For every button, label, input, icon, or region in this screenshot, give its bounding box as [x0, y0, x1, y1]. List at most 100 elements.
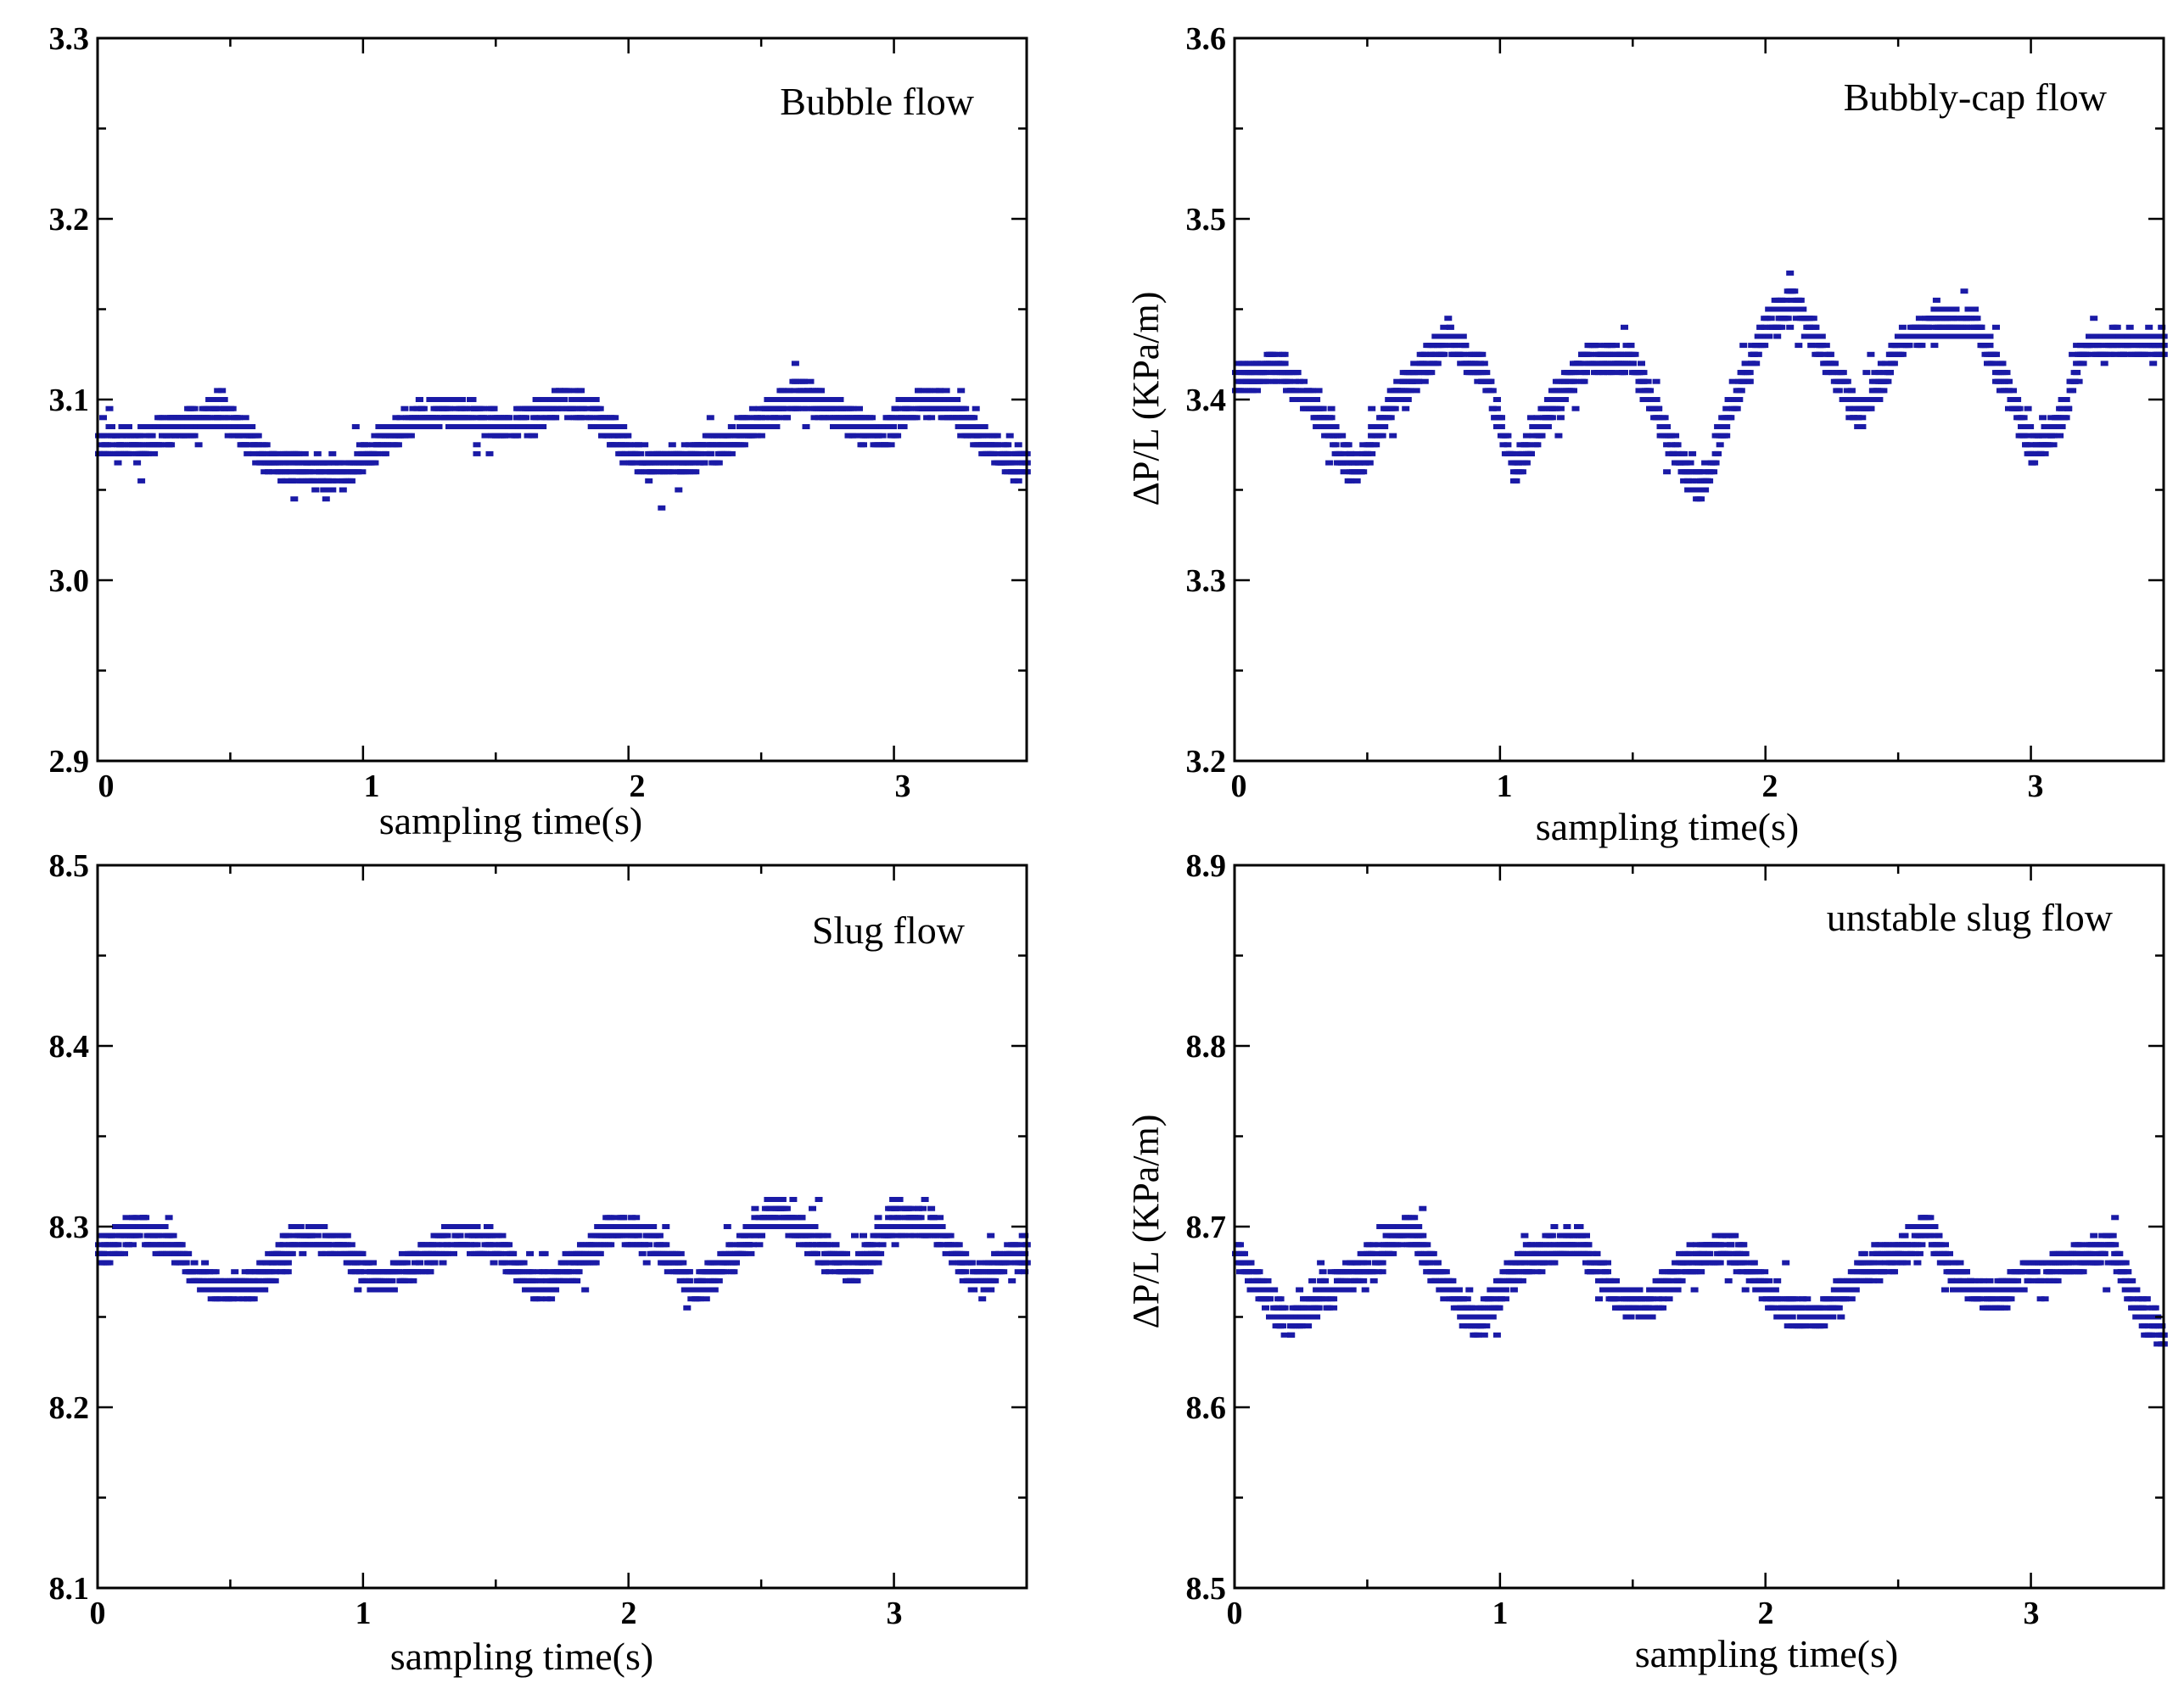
bubble-flow-data-point: [322, 496, 330, 502]
bubble-flow-data-point: [613, 442, 621, 448]
bubbly-cap-flow-data-point: [1665, 450, 1673, 456]
slug-flow-data-point: [428, 1242, 436, 1248]
bubbly-cap-flow-data-point: [2036, 450, 2045, 456]
bubble-flow-data-point: [636, 469, 645, 475]
bubble-flow-data-point: [120, 442, 128, 448]
bubble-flow-data-point: [972, 405, 980, 411]
bubbly-cap-flow-data-point: [1639, 370, 1648, 376]
bubbly-cap-flow-data-point: [2153, 333, 2162, 339]
slug-flow-data-point: [252, 1269, 260, 1275]
bubbly-cap-flow-data-point: [2136, 333, 2145, 339]
slug-flow-data-point: [687, 1296, 696, 1302]
slug-flow-data-point: [736, 1242, 744, 1248]
bubble-flow-data-point: [220, 397, 228, 402]
bubbly-cap-flow-data-point: [1433, 361, 1442, 366]
slug-flow-data-point: [772, 1197, 781, 1202]
bubbly-cap-flow-data-point: [2113, 324, 2121, 330]
bubble-flow-data-point: [496, 415, 504, 421]
bubbly-cap-flow-data-point: [1599, 370, 1607, 376]
bubble-flow-data-point: [409, 405, 417, 411]
bubbly-cap-flow-data-point: [1622, 361, 1631, 366]
bubbly-cap-flow-data-point: [1790, 288, 1799, 294]
slug-flow-data-point: [748, 1242, 757, 1248]
slug-flow-data-point: [160, 1224, 169, 1229]
bubble-flow-data-point: [744, 415, 753, 421]
slug-flow-data-point: [723, 1224, 731, 1229]
bubbly-cap-flow-data-point: [1440, 324, 1448, 330]
bubbly-cap-flow-data-point: [1992, 324, 2000, 330]
bubble-flow-y-tick-label: 3.3: [49, 21, 90, 57]
bubble-flow-data-point: [946, 405, 955, 411]
bubbly-cap-flow-data-point: [1680, 478, 1688, 484]
bubble-flow-data-point: [180, 424, 188, 429]
bubbly-cap-flow-data-point: [1492, 405, 1501, 411]
bubble-flow-data-point: [299, 478, 307, 484]
bubble-flow-data-point: [848, 405, 857, 411]
slug-flow-data-point: [190, 1260, 199, 1266]
slug-flow-data-point: [299, 1250, 307, 1256]
bubbly-cap-flow-data-point: [1822, 343, 1830, 349]
bubble-flow-data-point: [210, 424, 218, 429]
bubbly-cap-flow-data-point: [1745, 378, 1754, 384]
bubbly-cap-flow-data-point: [1580, 361, 1588, 366]
bubbly-cap-flow-data-point: [1325, 433, 1334, 439]
slug-flow-data-point: [488, 1250, 496, 1256]
slug-flow-data-point: [685, 1269, 693, 1275]
slug-flow-data-point: [843, 1250, 850, 1256]
bubbly-cap-flow-data-point: [2090, 343, 2098, 349]
bubbly-cap-flow-data-point: [1529, 433, 1537, 439]
bubble-flow-data-point: [1010, 460, 1018, 466]
slug-flow-data-point: [490, 1242, 498, 1248]
slug-flow-data-point: [120, 1250, 128, 1256]
bubbly-cap-flow-data-point: [1669, 450, 1677, 456]
bubbly-cap-flow-data-point: [1881, 361, 1890, 366]
bubble-flow-data-point: [755, 405, 764, 411]
bubble-flow-data-point: [727, 424, 736, 429]
bubble-flow-data-point: [539, 424, 547, 429]
bubbly-cap-flow-data-point: [1890, 351, 1898, 357]
bubbly-cap-flow-data-point: [1918, 343, 1926, 349]
slug-flow-data-point: [702, 1296, 710, 1302]
bubble-flow-data-point: [194, 442, 203, 448]
bubble-flow-data-point: [260, 469, 269, 475]
slug-flow-data-point: [591, 1242, 600, 1248]
bubble-flow-data-point: [434, 424, 443, 429]
bubbly-cap-flow-data-point: [1820, 351, 1828, 357]
bubbly-cap-flow-data-point: [1943, 316, 1952, 321]
bubbly-cap-flow-data-point: [1336, 450, 1344, 456]
bubbly-cap-flow-data-point: [2009, 388, 2017, 394]
bubble-flow-data-point: [137, 478, 146, 484]
slug-flow-data-point: [109, 1233, 118, 1238]
bubbly-cap-flow-data-point: [1847, 388, 1856, 394]
slug-flow-data-point: [543, 1296, 552, 1302]
bubble-flow-data-point: [320, 487, 328, 493]
bubble-flow-data-point: [757, 433, 765, 439]
bubbly-cap-flow-data-point: [1971, 306, 1979, 312]
bubble-flow-data-point: [984, 433, 993, 439]
bubbly-cap-flow-data-point: [1795, 343, 1803, 349]
slug-flow-data-point: [296, 1224, 305, 1229]
slug-flow-data-point: [600, 1242, 608, 1248]
bubbly-cap-flow-data-point: [1487, 378, 1495, 384]
slug-flow-data-point: [809, 1205, 816, 1211]
bubble-flow-data-point: [608, 424, 617, 429]
bubble-flow-data-point: [451, 405, 460, 411]
slug-flow-data-point: [795, 1224, 804, 1229]
bubbly-cap-flow-data-point: [1526, 415, 1535, 421]
slug-flow-data-point: [105, 1242, 114, 1248]
slug-flow-data-point: [844, 1269, 853, 1275]
bubbly-cap-flow-data-point: [1697, 496, 1705, 502]
bubbly-cap-flow-data-point: [1690, 487, 1699, 493]
bubbly-cap-flow-data-point: [1684, 478, 1693, 484]
bubbly-cap-flow-data-point: [1728, 378, 1737, 384]
bubble-flow-data-point: [214, 424, 222, 429]
slug-flow-data-point: [624, 1233, 632, 1238]
slug-flow-data-point: [150, 1224, 159, 1229]
bubbly-cap-flow-data-point: [1898, 351, 1907, 357]
slug-flow-data-point: [439, 1242, 447, 1248]
slug-flow-data-point: [782, 1205, 791, 1211]
bubble-flow-data-point: [241, 415, 249, 421]
bubbly-cap-flow-data-point: [1765, 333, 1773, 339]
slug-flow-data-point: [142, 1224, 150, 1229]
bubbly-cap-flow-data-point: [1939, 324, 1947, 330]
